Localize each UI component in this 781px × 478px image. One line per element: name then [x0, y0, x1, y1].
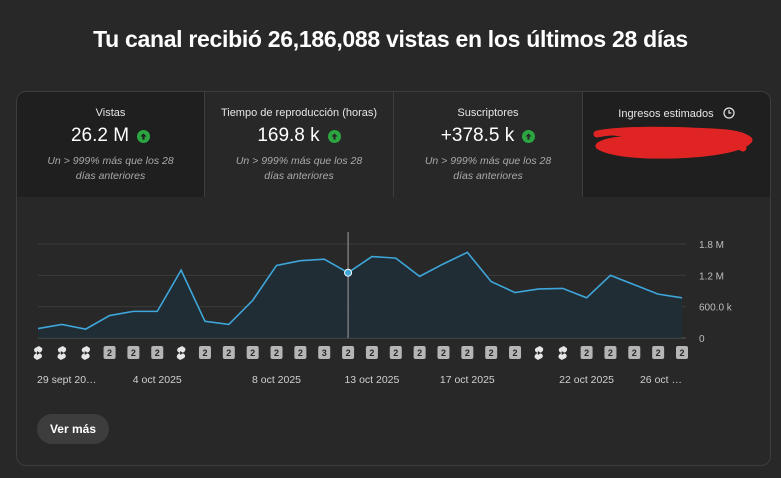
x-tick-label: 8 oct 2025 — [252, 374, 301, 386]
metric-value: 26.2 M — [70, 125, 130, 146]
upload-count-badge — [198, 346, 211, 359]
series-line — [37, 251, 683, 330]
upload-count-label: 2 — [298, 348, 303, 358]
upload-count-label: 2 — [608, 348, 613, 358]
upload-count-label: 2 — [369, 348, 374, 358]
metric-tab-revenue[interactable]: Ingresos estimados — [583, 92, 770, 197]
upload-count-badge — [652, 346, 665, 359]
upload-count-badge — [342, 346, 355, 359]
metric-label: Tiempo de reproducción (horas) — [220, 107, 378, 119]
upload-count-badge — [246, 346, 259, 359]
upload-count-label: 2 — [346, 348, 351, 358]
upload-count-label: 2 — [584, 348, 589, 358]
x-tick-label: 4 oct 2025 — [133, 374, 182, 386]
upload-count-badge — [222, 346, 235, 359]
x-tick-label: 22 oct 2025 — [559, 374, 614, 386]
upload-count-label: 2 — [489, 348, 494, 358]
upload-count-badge — [389, 346, 402, 359]
upload-count-badge — [580, 346, 593, 359]
upload-count-label: 2 — [632, 348, 637, 358]
upload-count-label: 2 — [417, 348, 422, 358]
hover-point — [344, 268, 353, 277]
upload-count-badge — [294, 346, 307, 359]
y-tick-label: 1.2 M — [699, 271, 724, 282]
upload-count-badge — [485, 346, 498, 359]
metric-value: +378.5 k — [440, 125, 515, 146]
arrow-up-icon — [137, 129, 151, 143]
metric-tab-watch-time[interactable]: Tiempo de reproducción (horas) 169.8 k U… — [205, 92, 394, 197]
y-tick-label: 1.8 M — [699, 240, 724, 251]
upload-count-badge — [318, 346, 331, 359]
upload-count-label: 2 — [679, 348, 684, 358]
upload-count-label: 2 — [131, 348, 136, 358]
metric-label: Vistas — [95, 107, 126, 119]
ver-mas-button[interactable]: Ver más — [37, 414, 109, 444]
arrow-up-icon — [522, 129, 536, 143]
upload-count-label: 2 — [513, 348, 518, 358]
shorts-icon — [558, 346, 568, 360]
upload-count-badge — [461, 346, 474, 359]
upload-count-badge — [103, 346, 116, 359]
upload-count-label: 2 — [107, 348, 112, 358]
metric-tabs: Vistas 26.2 M Un > 999% más que los 28 d… — [17, 92, 770, 197]
metric-comparison: Un > 999% más que los 28 días anteriores — [235, 155, 363, 182]
metric-label-text: Ingresos estimados — [618, 108, 714, 120]
x-tick-label: 29 sept 20… — [37, 374, 97, 386]
upload-count-label: 2 — [202, 348, 207, 358]
upload-count-label: 2 — [155, 348, 160, 358]
y-tick-label: 0 — [699, 334, 705, 345]
upload-count-label: 2 — [226, 348, 231, 358]
area-fill — [38, 252, 682, 338]
upload-count-badge — [509, 346, 522, 359]
upload-count-badge — [676, 346, 688, 359]
upload-count-badge — [365, 346, 378, 359]
metric-value: 169.8 k — [257, 125, 320, 146]
metric-label: Suscriptores — [457, 107, 519, 119]
metric-comparison: Un > 999% más que los 28 días anteriores — [47, 155, 174, 182]
x-tick-label: 17 oct 2025 — [440, 374, 495, 386]
shorts-icon — [176, 346, 186, 360]
upload-count-label: 2 — [250, 348, 255, 358]
upload-count-badge — [437, 346, 450, 359]
redaction-scribble — [593, 126, 753, 159]
x-tick-label: 26 oct … — [640, 374, 682, 386]
upload-count-label: 2 — [441, 348, 446, 358]
upload-count-badge — [413, 346, 426, 359]
upload-count-label: 2 — [656, 348, 661, 358]
upload-count-label: 3 — [322, 348, 327, 358]
metric-label: Ingresos estimados — [583, 107, 770, 120]
upload-count-label: 2 — [393, 348, 398, 358]
upload-count-label: 2 — [465, 348, 470, 358]
upload-count-label: 2 — [274, 348, 279, 358]
upload-count-badge — [270, 346, 283, 359]
shorts-icon — [33, 346, 43, 360]
metric-comparison: Un > 999% más que los 28 días anteriores — [424, 155, 552, 182]
metric-tab-subscribers[interactable]: Suscriptores +378.5 k Un > 999% más que … — [394, 92, 583, 197]
analytics-card: Vistas 26.2 M Un > 999% más que los 28 d… — [16, 91, 771, 466]
x-tick-label: 13 oct 2025 — [344, 374, 399, 386]
page-headline: Tu canal recibió 26,186,088 vistas en lo… — [93, 26, 688, 52]
arrow-up-icon — [327, 129, 341, 143]
upload-count-badge — [127, 346, 140, 359]
upload-count-badge — [151, 346, 164, 359]
upload-count-badge — [628, 346, 641, 359]
shorts-icon — [534, 346, 544, 360]
clock-icon — [723, 107, 735, 119]
upload-count-badge — [604, 346, 617, 359]
shorts-icon — [81, 346, 91, 360]
shorts-icon — [57, 346, 67, 360]
y-tick-label: 600.0 k — [699, 303, 733, 314]
metric-tab-vistas[interactable]: Vistas 26.2 M Un > 999% más que los 28 d… — [17, 92, 205, 197]
